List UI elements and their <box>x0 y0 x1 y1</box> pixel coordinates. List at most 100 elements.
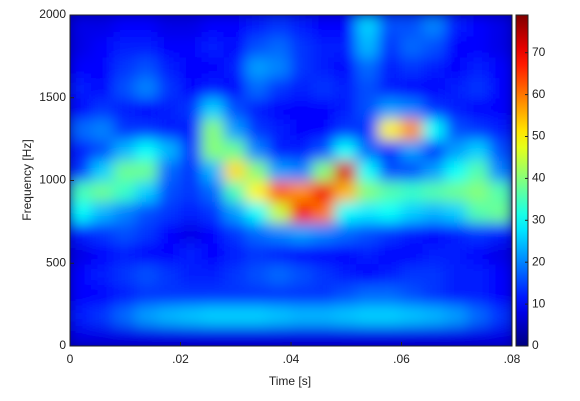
colorbar-tick-label: 50 <box>532 129 546 143</box>
heat-cell <box>157 138 182 161</box>
heat-cell <box>157 241 182 265</box>
heat-cell <box>488 262 512 285</box>
heat-cell <box>70 324 94 346</box>
heat-cell <box>179 179 204 203</box>
heat-cell <box>179 96 204 120</box>
heat-cell <box>312 262 337 285</box>
heat-cell <box>70 96 94 120</box>
heat-cell <box>466 179 491 203</box>
x-axis-label: Time [s] <box>269 374 311 388</box>
heat-cell <box>488 241 512 265</box>
heat-cell <box>179 158 204 182</box>
heat-cell <box>466 303 491 327</box>
heat-cell <box>466 138 491 161</box>
heat-cell <box>113 282 138 306</box>
heat-cell <box>201 55 226 79</box>
heat-cell <box>113 15 138 37</box>
heat-cell <box>245 220 270 244</box>
x-tick-label: .02 <box>172 352 189 366</box>
heat-cell <box>223 200 248 223</box>
heat-cell <box>267 15 292 37</box>
heat-cell <box>245 241 270 265</box>
heat-cell <box>113 76 138 99</box>
heat-cell <box>466 220 491 244</box>
heat-cell <box>157 117 182 141</box>
heat-cell <box>312 138 337 161</box>
colorbar-tick-label: 30 <box>532 212 546 226</box>
heat-cell <box>466 15 491 37</box>
heat-cell <box>267 200 292 223</box>
heat-cell <box>245 158 270 182</box>
heat-cell <box>334 96 359 120</box>
y-tick-label: 2000 <box>39 7 66 21</box>
heat-cell <box>444 241 469 265</box>
heat-cell <box>70 200 94 223</box>
heat-cell <box>290 76 315 99</box>
heat-cell <box>400 324 425 346</box>
heat-cell <box>157 15 182 37</box>
heat-cell <box>201 34 226 58</box>
colorbar-tick-label: 40 <box>532 171 546 185</box>
heat-cell <box>201 303 226 327</box>
heat-cell <box>267 158 292 182</box>
heat-cell <box>290 303 315 327</box>
heat-cell <box>91 138 116 161</box>
heat-cell <box>290 34 315 58</box>
heat-cell <box>312 34 337 58</box>
colorbar-tick-label: 0 <box>532 338 539 352</box>
heat-cell <box>113 179 138 203</box>
heat-cell <box>378 324 403 346</box>
heat-cell <box>223 34 248 58</box>
heat-cell <box>179 324 204 346</box>
heat-cell <box>70 158 94 182</box>
heat-cell <box>312 179 337 203</box>
heat-cell <box>201 200 226 223</box>
heat-cell <box>378 179 403 203</box>
heat-cell <box>290 200 315 223</box>
colorbar-tick-label: 70 <box>532 45 546 59</box>
heat-cell <box>91 117 116 141</box>
heat-cell <box>422 96 447 120</box>
heat-cell <box>245 200 270 223</box>
heat-cell <box>444 200 469 223</box>
heat-cell <box>312 76 337 99</box>
heat-cell <box>466 34 491 58</box>
heat-cell <box>267 117 292 141</box>
heat-cell <box>378 76 403 99</box>
heat-cell <box>223 158 248 182</box>
heat-cell <box>378 241 403 265</box>
heat-cell <box>356 200 381 223</box>
heat-cell <box>113 117 138 141</box>
heat-cell <box>488 15 512 37</box>
heat-cell <box>290 158 315 182</box>
heat-cell <box>400 200 425 223</box>
heat-cell <box>70 241 94 265</box>
heat-cell <box>444 220 469 244</box>
heat-cell <box>113 96 138 120</box>
heat-cell <box>201 179 226 203</box>
heat-cell <box>400 158 425 182</box>
heat-cell <box>356 262 381 285</box>
y-axis-label: Frequency [Hz] <box>20 139 34 220</box>
heat-cell <box>179 117 204 141</box>
heat-cell <box>223 220 248 244</box>
heat-cell <box>290 324 315 346</box>
heat-cell <box>334 117 359 141</box>
heat-cell <box>400 117 425 141</box>
heat-cell <box>267 220 292 244</box>
heat-cell <box>245 96 270 120</box>
heat-cell <box>135 303 160 327</box>
heat-cell <box>179 200 204 223</box>
heat-cell <box>422 303 447 327</box>
heat-cell <box>201 117 226 141</box>
heat-cell <box>444 34 469 58</box>
heat-cell <box>334 76 359 99</box>
heat-cell <box>201 282 226 306</box>
heat-cell <box>267 179 292 203</box>
x-tick-label: 0 <box>67 352 74 366</box>
heat-cell <box>466 76 491 99</box>
heat-cell <box>488 303 512 327</box>
heat-cell <box>290 220 315 244</box>
heat-cell <box>70 220 94 244</box>
heat-cell <box>91 15 116 37</box>
